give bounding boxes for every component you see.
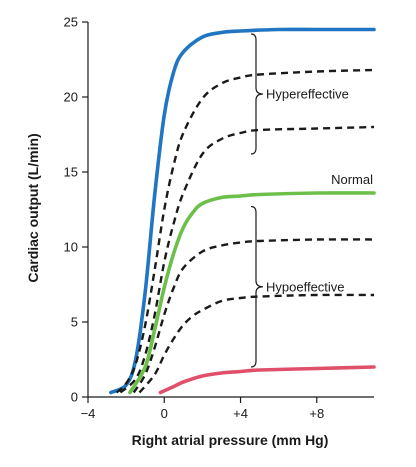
hypoeffective-label: Hypoeffective: [266, 279, 345, 294]
x-tick-label: −4: [81, 406, 96, 421]
x-tick-label: +8: [309, 406, 324, 421]
y-tick-label: 5: [71, 315, 78, 330]
hypereffective-label: Hypereffective: [266, 87, 349, 102]
y-axis-title: Cardiac output (L/min): [25, 133, 41, 282]
y-tick-label: 0: [71, 390, 78, 405]
x-tick-label: +4: [233, 406, 248, 421]
series-layer: [109, 27, 376, 395]
y-tick-label: 10: [64, 240, 78, 255]
annotation-layer: Hypereffective Normal Hypoeffective: [250, 33, 373, 368]
curve-min-hypoeffective: [158, 365, 376, 395]
curve-hypereffective-2: [115, 68, 375, 394]
x-axis-title: Right atrial pressure (mm Hg): [132, 432, 329, 448]
labels-layer: Right atrial pressure (mm Hg) Cardiac ou…: [25, 133, 328, 448]
curve-hypoeffective-1: [132, 238, 375, 394]
hypoeffective-brace: [250, 205, 264, 368]
y-tick-label: 15: [64, 165, 78, 180]
x-tick-label: 0: [161, 406, 168, 421]
curve-normal: [128, 191, 376, 395]
y-tick-label: 20: [64, 90, 78, 105]
curve-hypoeffective-2: [138, 293, 375, 394]
curve-max-hypereffective: [109, 27, 376, 395]
hypereffective-brace: [250, 33, 264, 155]
y-tick-label: 25: [64, 15, 78, 30]
normal-label: Normal: [331, 172, 373, 187]
